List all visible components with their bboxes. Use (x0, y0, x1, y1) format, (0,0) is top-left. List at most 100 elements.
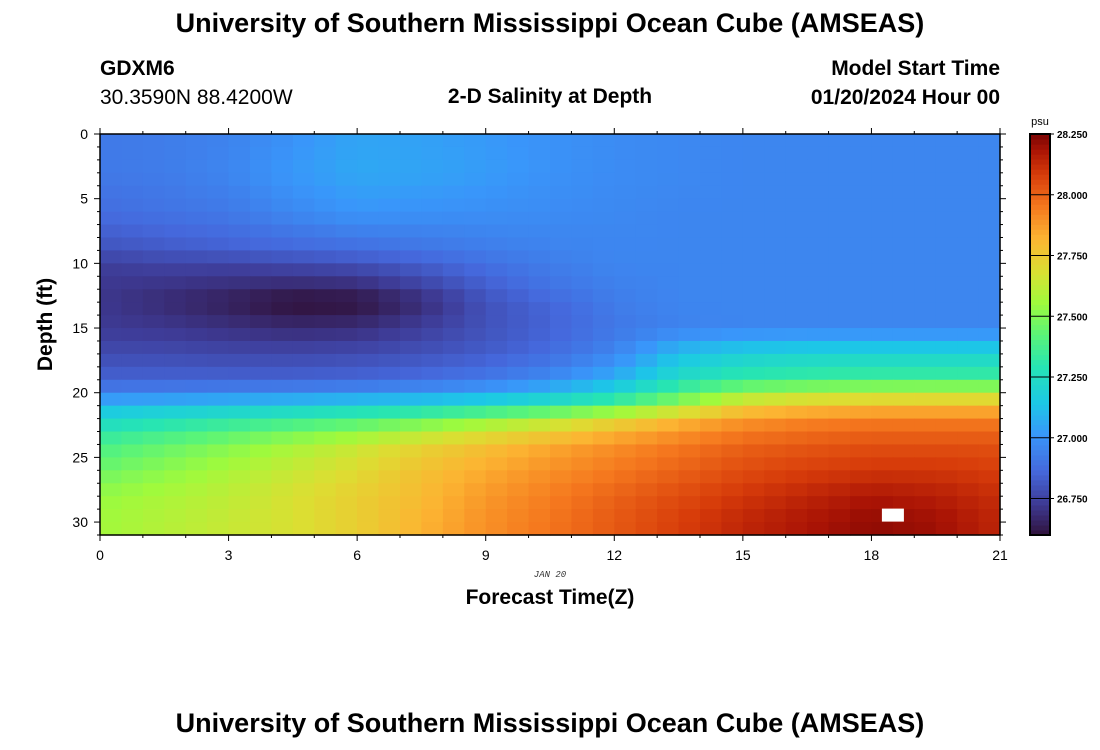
heatmap-cell (292, 289, 315, 303)
heatmap-cell (185, 276, 208, 290)
heatmap-cell (571, 211, 594, 226)
colorbar-segment (1030, 249, 1050, 255)
heatmap-cell (442, 328, 465, 342)
heatmap-cell (271, 509, 294, 523)
heatmap-cell (571, 315, 594, 329)
heatmap-cell (271, 237, 294, 252)
heatmap-cell (292, 172, 315, 187)
heatmap-cell (421, 302, 444, 316)
heatmap-cell (807, 522, 830, 536)
heatmap-cell (850, 431, 873, 446)
heatmap-cell (657, 340, 680, 355)
heatmap-cell (378, 340, 401, 355)
heatmap-cell (700, 353, 723, 368)
heatmap-cell (935, 237, 958, 252)
colorbar-segment (1030, 529, 1050, 536)
heatmap-cell (485, 315, 508, 329)
heatmap-cell (571, 379, 594, 394)
heatmap-cell (571, 263, 594, 277)
heatmap-cell (678, 289, 701, 303)
heatmap-cell (292, 496, 315, 510)
heatmap-cell (614, 431, 637, 446)
heatmap-cell (335, 198, 358, 213)
heatmap-cell (785, 172, 808, 187)
colorbar-segment (1030, 264, 1050, 270)
heatmap-cell (678, 237, 701, 252)
heatmap-cell (550, 379, 573, 394)
heatmap-cell (507, 483, 530, 497)
heatmap-cell (614, 340, 637, 355)
heatmap-cell (871, 340, 894, 355)
heatmap-cell (100, 366, 123, 381)
heatmap-cell (421, 457, 444, 471)
heatmap-cell (271, 353, 294, 368)
heatmap-cell (592, 522, 615, 536)
heatmap-cell (378, 302, 401, 316)
heatmap-cell (485, 392, 508, 407)
heatmap-cell (635, 172, 658, 187)
heatmap-cell (100, 392, 123, 407)
heatmap-cell (957, 211, 980, 226)
heatmap-cell (550, 159, 573, 174)
heatmap-cell (571, 198, 594, 213)
heatmap-cell (978, 146, 1001, 161)
heatmap-cell (400, 509, 423, 523)
heatmap-cell (807, 198, 830, 213)
heatmap-cell (550, 134, 573, 148)
heatmap-cell (485, 198, 508, 213)
heatmap-cell (485, 509, 508, 523)
heatmap-cell (271, 185, 294, 200)
heatmap-cell (507, 418, 530, 433)
heatmap-cell (228, 483, 251, 497)
heatmap-cell (978, 237, 1001, 252)
heatmap-cell (871, 444, 894, 458)
heatmap-cell (164, 224, 187, 239)
heatmap-cell (250, 431, 273, 446)
heatmap-cell (250, 211, 273, 226)
heatmap-cell (807, 289, 830, 303)
heatmap-cell (271, 392, 294, 407)
heatmap-cell (742, 522, 765, 536)
heatmap-cell (828, 185, 851, 200)
colorbar-segment (1030, 469, 1050, 476)
heatmap-cell (914, 198, 937, 213)
heatmap-cell (957, 146, 980, 161)
heatmap-cell (164, 496, 187, 510)
heatmap-cell (657, 353, 680, 368)
heatmap-cell (164, 172, 187, 187)
heatmap-cell (228, 379, 251, 394)
heatmap-cell (700, 431, 723, 446)
heatmap-cell (335, 328, 358, 342)
heatmap-cell (442, 340, 465, 355)
heatmap-cell (292, 302, 315, 316)
heatmap-cell (678, 276, 701, 290)
heatmap-cell (378, 483, 401, 497)
heatmap-cell (614, 224, 637, 239)
heatmap-cell (850, 185, 873, 200)
heatmap-cell (378, 444, 401, 458)
heatmap-cell (100, 328, 123, 342)
heatmap-cell (442, 146, 465, 161)
heatmap-cell (635, 315, 658, 329)
heatmap-cell (314, 315, 337, 329)
heatmap-cell (185, 172, 208, 187)
heatmap-cell (742, 457, 765, 471)
heatmap-cell (121, 289, 144, 303)
heatmap-cell (250, 457, 273, 471)
heatmap-cell (935, 405, 958, 420)
heatmap-cell (292, 457, 315, 471)
colorbar-segment (1030, 224, 1050, 230)
heatmap-cell (185, 211, 208, 226)
heatmap-cell (571, 457, 594, 471)
heatmap-cell (785, 470, 808, 484)
heatmap-cell (528, 159, 551, 174)
heatmap-cell (314, 146, 337, 161)
heatmap-cell (142, 315, 165, 329)
heatmap-cell (357, 302, 380, 316)
heatmap-cell (550, 328, 573, 342)
heatmap-cell (678, 366, 701, 381)
heatmap-cell (592, 289, 615, 303)
heatmap-cell (228, 302, 251, 316)
heatmap-cell (742, 276, 765, 290)
heatmap-cell (978, 522, 1001, 536)
